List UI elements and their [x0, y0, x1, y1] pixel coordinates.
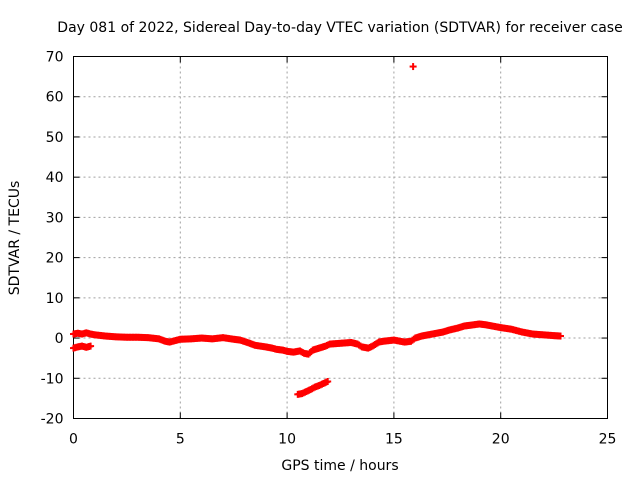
x-tick-label: 20 — [492, 432, 510, 448]
tick-layer: 0 5 10 15 20 25 -20 -10 0 10 20 30 40 50 60 70 — [41, 50, 617, 448]
y-tick-label: 0 — [55, 331, 64, 347]
x-tick-label: 15 — [385, 432, 403, 448]
y-tick-label: -10 — [41, 371, 64, 387]
x-tick-label: 25 — [599, 432, 617, 448]
sdtvar-arc-point — [324, 377, 332, 385]
y-tick-label: 60 — [46, 90, 64, 106]
grid-layer — [73, 56, 608, 419]
data-layer — [70, 63, 565, 398]
y-tick-label: -20 — [41, 412, 64, 428]
x-axis-label: GPS time / hours — [281, 458, 398, 474]
x-tick-label: 5 — [176, 432, 185, 448]
sdtvar-main-point — [557, 332, 565, 340]
x-tick-label: 10 — [278, 432, 296, 448]
sdtvar-early-offset-point — [87, 342, 95, 350]
y-tick-label: 20 — [46, 251, 64, 267]
y-tick-label: 40 — [46, 170, 64, 186]
sdtvar-outlier-point — [409, 63, 417, 71]
y-tick-label: 30 — [46, 210, 64, 226]
y-axis-label: SDTVAR / TECUs — [7, 181, 23, 296]
x-tick-label: 0 — [69, 432, 78, 448]
chart-title: Day 081 of 2022, Sidereal Day-to-day VTE… — [57, 20, 622, 36]
y-tick-label: 10 — [46, 291, 64, 307]
y-tick-label: 50 — [46, 130, 64, 146]
plot-frame — [73, 56, 608, 419]
y-tick-label: 70 — [46, 50, 64, 66]
